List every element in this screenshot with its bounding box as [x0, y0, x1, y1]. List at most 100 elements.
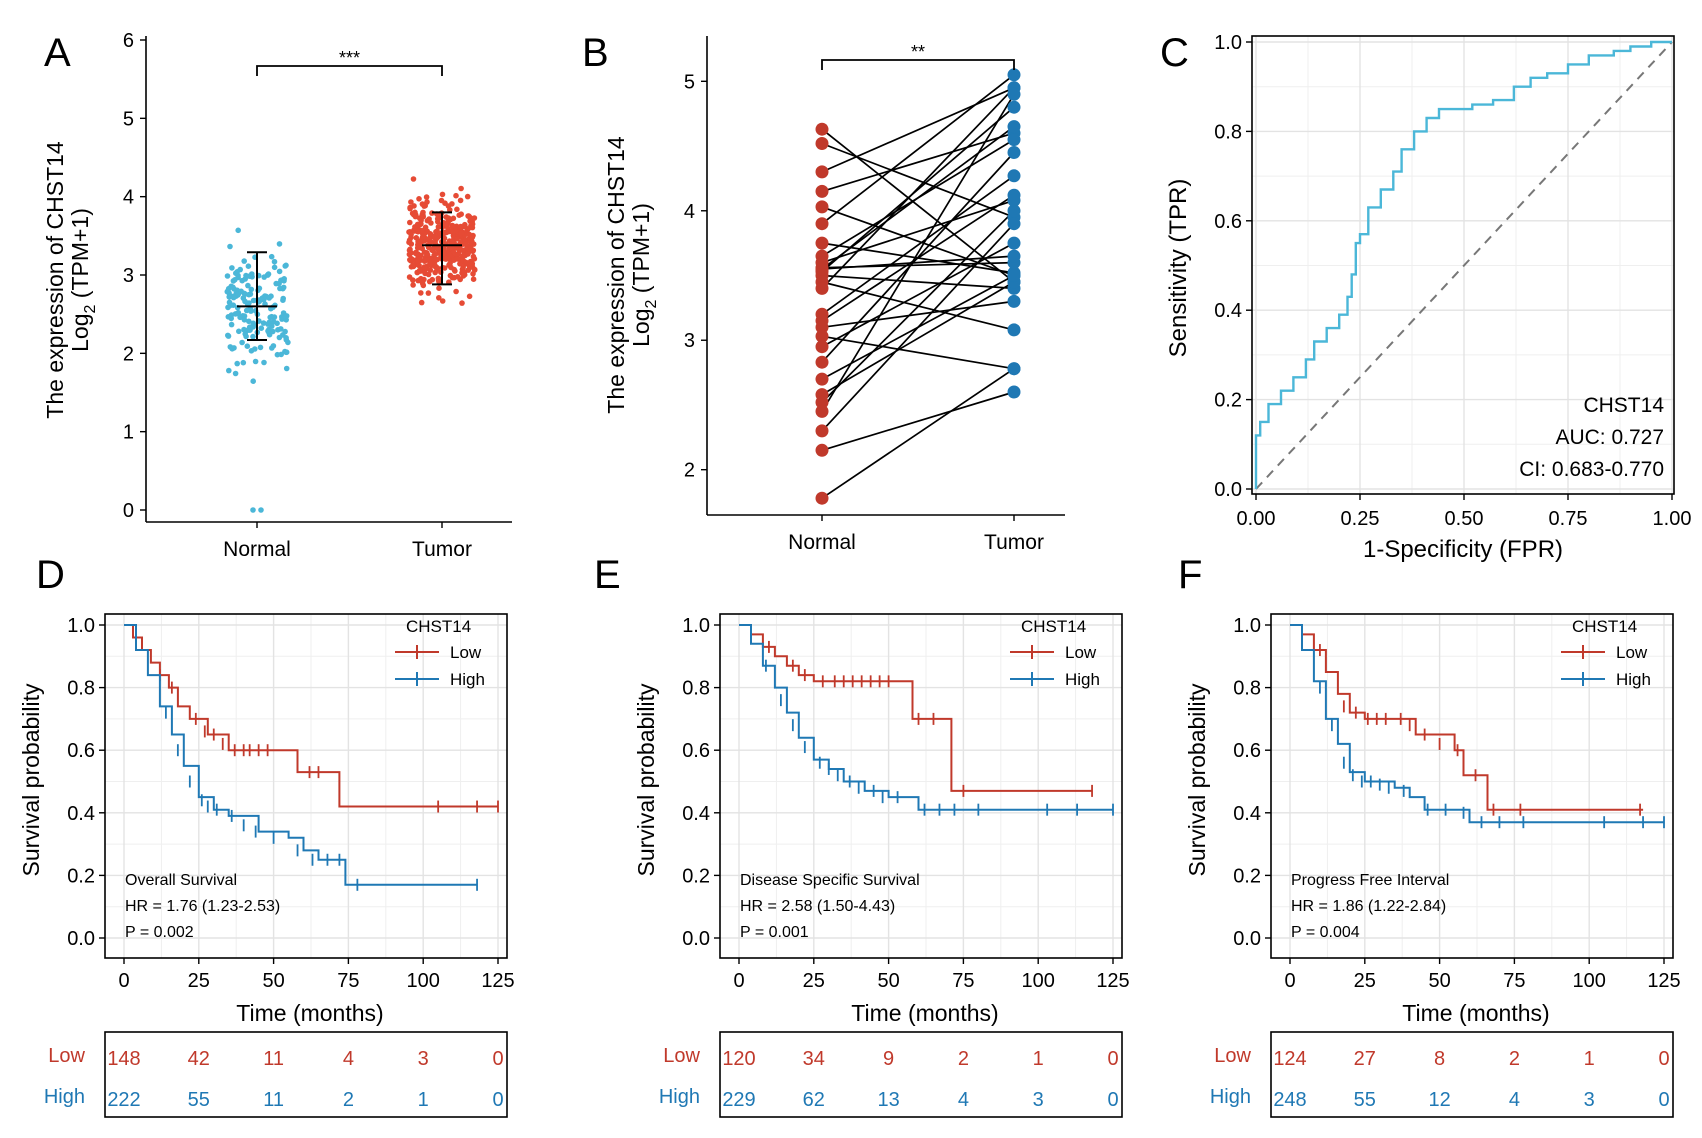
a-point-tumor: [443, 255, 449, 262]
c-xtick-label: 0.00: [1237, 508, 1276, 530]
a-point-tumor: [439, 191, 446, 198]
b-point-tumor: [1007, 120, 1021, 134]
b-ylabel-line2: Log2 (TPM+1): [628, 203, 660, 347]
a-point-tumor: [432, 269, 439, 276]
c-xtick-label: 0.25: [1341, 508, 1380, 530]
a-point-tumor: [443, 221, 450, 227]
f-xtick-label: 125: [1647, 970, 1680, 992]
f-ytick-label: 0.8: [1233, 678, 1261, 700]
e-curve-low: [739, 624, 1093, 792]
a-point-tumor: [424, 252, 431, 258]
c-ytick-label: 0.4: [1214, 300, 1242, 322]
b-point-tumor: [1007, 68, 1021, 82]
d-annotation: P = 0.002: [125, 924, 194, 941]
a-point-tumor: [408, 255, 414, 262]
a-point-normal: [232, 311, 239, 317]
e-ytick-label: 0.6: [682, 740, 710, 762]
a-point-tumor: [414, 221, 421, 228]
a-point-tumor: [416, 196, 422, 202]
a-point-tumor: [410, 176, 417, 182]
b-point-normal: [815, 122, 829, 136]
d-curve-high: [124, 624, 478, 886]
a-point-normal: [270, 318, 277, 325]
e-xtick-label: 25: [803, 970, 825, 992]
a-ytick-label: 0: [123, 500, 134, 522]
a-point-normal: [235, 291, 241, 298]
b-point-normal: [815, 424, 829, 438]
b-ytick-label: 5: [684, 71, 695, 93]
e-xtick-label: 125: [1096, 970, 1129, 992]
e-legend-title: CHST14: [1021, 617, 1086, 636]
b-point-normal: [815, 491, 829, 505]
d-xtick-label: 100: [407, 970, 440, 992]
f-risk-value: 248: [1273, 1089, 1306, 1111]
f-legend-label-low: Low: [1616, 643, 1648, 662]
d-annotation: HR = 1.76 (1.23-2.53): [125, 898, 280, 915]
a-point-normal: [230, 284, 236, 291]
a-point-normal: [283, 313, 290, 319]
a-point-tumor: [453, 288, 459, 295]
a-point-tumor: [439, 298, 446, 304]
f-xtick-label: 25: [1354, 970, 1376, 992]
a-ylabel-sub: 2: [82, 305, 99, 314]
b-point-tumor: [1007, 169, 1021, 183]
b-point-normal: [815, 443, 829, 457]
a-point-tumor: [459, 300, 465, 306]
a-point-normal: [247, 291, 254, 297]
b-point-tumor: [1007, 269, 1021, 282]
a-point-normal: [248, 286, 255, 293]
e-xtick-label: 100: [1022, 970, 1055, 992]
d-legend-title: CHST14: [406, 617, 471, 636]
a-point-tumor: [419, 280, 426, 287]
a-xtick-label: Normal: [223, 538, 291, 561]
a-point-normal: [261, 359, 267, 366]
f-annotation: HR = 1.86 (1.22-2.84): [1291, 898, 1446, 915]
e-ytick-label: 0.4: [682, 803, 710, 825]
f-ytick-label: 0.0: [1233, 928, 1261, 950]
a-point-normal: [230, 294, 237, 301]
a-point-normal: [274, 351, 281, 358]
a-point-normal: [271, 258, 278, 265]
d-xtick-label: 50: [262, 970, 284, 992]
f-risk-value: 0: [1658, 1048, 1669, 1070]
a-ylabel-log: Log: [67, 314, 93, 352]
panel-label-b: B: [582, 31, 609, 75]
b-pair-line: [821, 87, 1015, 289]
e-xtick-label: 75: [952, 970, 974, 992]
a-point-tumor: [438, 197, 445, 204]
a-significance-label: ***: [339, 48, 360, 68]
a-point-tumor: [418, 299, 425, 306]
a-point-normal: [282, 263, 289, 269]
a-point-tumor: [408, 199, 414, 205]
a-point-normal: [270, 328, 276, 335]
a-point-normal: [232, 370, 239, 377]
a-point-normal: [238, 288, 244, 295]
a-point-normal: [227, 302, 233, 309]
a-point-tumor: [422, 224, 429, 231]
b-point-normal: [815, 340, 829, 354]
a-point-tumor: [470, 276, 477, 283]
f-annotation: Progress Free Interval: [1291, 872, 1449, 889]
a-point-normal: [281, 278, 287, 284]
a-point-tumor: [465, 213, 471, 219]
b-point-tumor: [1007, 87, 1021, 101]
f-annotation: P = 0.004: [1291, 924, 1360, 941]
a-point-tumor: [453, 192, 459, 199]
a-point-normal: [241, 258, 247, 264]
e-risk-value: 0: [1107, 1048, 1118, 1070]
a-point-tumor: [407, 219, 413, 226]
a-point-outlier: [250, 507, 256, 513]
panel-label-e: E: [594, 553, 621, 597]
c-ytick-label: 0.0: [1214, 479, 1242, 501]
a-point-tumor: [454, 236, 461, 242]
a-point-normal: [258, 325, 265, 332]
a-point-tumor: [449, 274, 456, 281]
a-point-tumor: [458, 185, 464, 192]
d-xtick-label: 0: [118, 970, 129, 992]
b-pair-line: [821, 281, 1015, 396]
a-point-tumor: [443, 214, 450, 220]
f-risk-value: 0: [1658, 1089, 1669, 1111]
a-point-tumor: [435, 224, 442, 230]
a-point-normal: [249, 271, 255, 277]
a-point-tumor: [450, 249, 457, 255]
